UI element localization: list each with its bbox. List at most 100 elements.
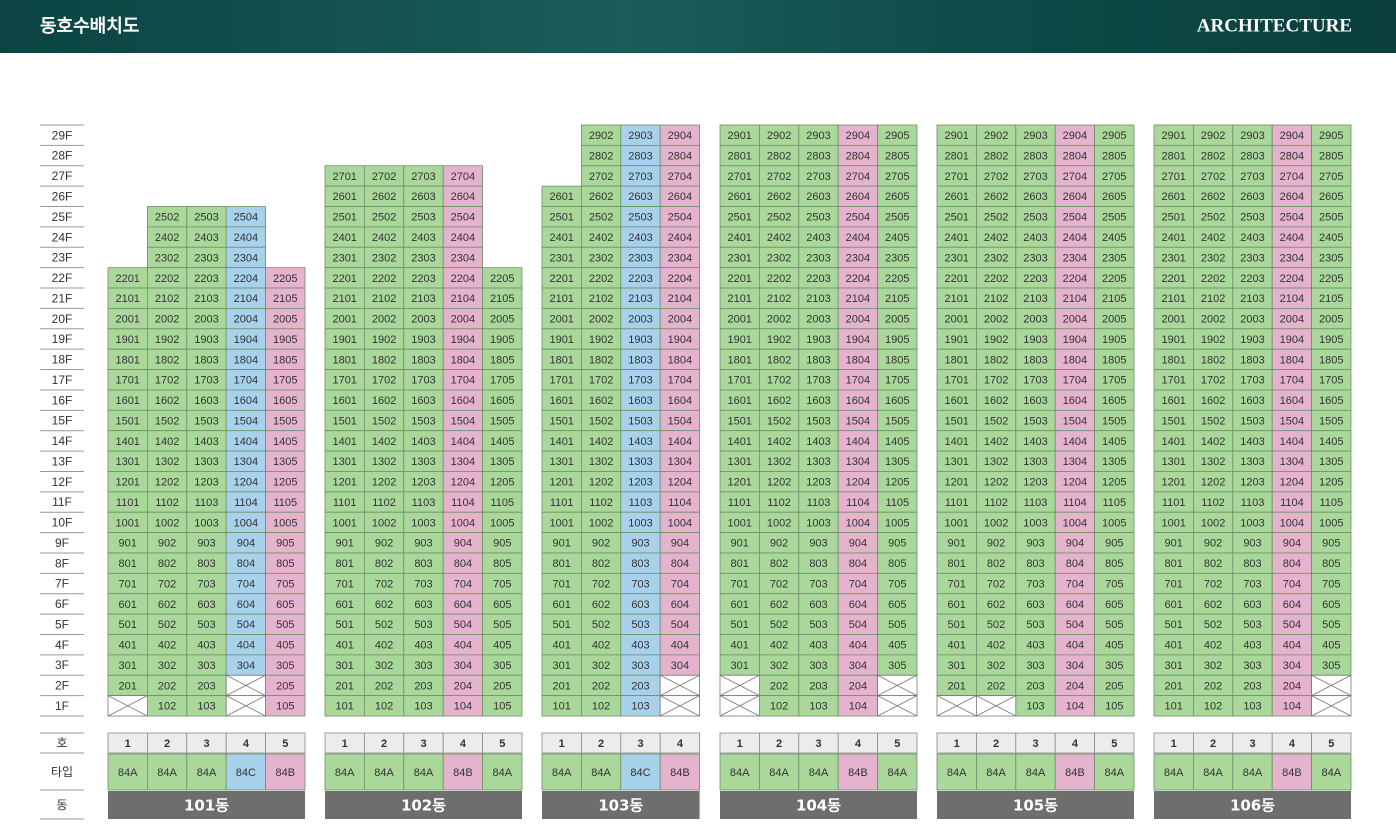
unit-number: 2304 — [1063, 252, 1087, 264]
unit-number: 703 — [631, 578, 649, 590]
unit-number: 2605 — [885, 191, 909, 203]
unit-number: 1203 — [194, 477, 218, 489]
unit-number: 2104 — [234, 293, 258, 305]
unit-number: 2001 — [727, 314, 751, 326]
unit-number: 1403 — [806, 436, 830, 448]
unit-number: 202 — [770, 680, 788, 692]
unit-no: 3 — [1249, 738, 1255, 750]
unit-number: 2902 — [984, 130, 1008, 142]
unit-number: 2501 — [727, 212, 751, 224]
unit-type: 84B — [1282, 767, 1302, 779]
unit-number: 1205 — [1319, 477, 1343, 489]
building-name: 104동 — [796, 797, 841, 815]
unit-number: 2504 — [234, 212, 258, 224]
unit-number: 903 — [1026, 538, 1044, 550]
unit-number: 1603 — [1240, 395, 1264, 407]
unit-number: 1904 — [668, 334, 692, 346]
unit-number: 2301 — [727, 252, 751, 264]
unit-number: 1702 — [984, 375, 1008, 387]
unit-number: 2505 — [885, 212, 909, 224]
unit-number: 2904 — [846, 130, 870, 142]
unit-number: 2901 — [1161, 130, 1185, 142]
cross — [877, 695, 918, 717]
unit-type: 84A — [809, 767, 829, 779]
unit-no-cell — [1094, 732, 1135, 754]
unit-no: 5 — [1328, 738, 1334, 750]
unit-number: 205 — [276, 680, 294, 692]
unit-number: 1705 — [1319, 375, 1343, 387]
unit-number: 2804 — [846, 150, 870, 162]
unit-number: 2103 — [1240, 293, 1264, 305]
floor-label: 16F — [52, 393, 73, 407]
unit-number: 301 — [731, 660, 749, 672]
unit-number: 1704 — [234, 375, 258, 387]
unit-number: 1004 — [1063, 517, 1087, 529]
unit-number: 702 — [375, 578, 393, 590]
unit-number: 2501 — [332, 212, 356, 224]
unit-number: 1102 — [372, 497, 396, 509]
unit-number: 1505 — [273, 415, 297, 427]
unit-number: 1604 — [234, 395, 258, 407]
unit-number: 1303 — [194, 456, 218, 468]
unit-number: 201 — [948, 680, 966, 692]
unit-number: 1602 — [155, 395, 179, 407]
unit-number: 1501 — [332, 415, 356, 427]
unit-number: 2303 — [411, 252, 435, 264]
unit-number: 2103 — [194, 293, 218, 305]
unit-number: 203 — [414, 680, 432, 692]
unit-number: 1403 — [628, 436, 652, 448]
unit-number: 301 — [553, 660, 571, 672]
unit-number: 1504 — [234, 415, 258, 427]
unit-number: 2905 — [1319, 130, 1343, 142]
unit-number: 1804 — [668, 354, 692, 366]
unit-number: 1605 — [1319, 395, 1343, 407]
unit-number: 2902 — [767, 130, 791, 142]
unit-number: 2705 — [1102, 171, 1126, 183]
unit-no: 1 — [1171, 738, 1177, 750]
unit-number: 605 — [493, 599, 511, 611]
unit-number: 1701 — [549, 375, 573, 387]
unit-number: 302 — [987, 660, 1005, 672]
cross — [226, 695, 266, 717]
unit-number: 505 — [1105, 619, 1123, 631]
unit-number: 401 — [731, 640, 749, 652]
unit-number: 1905 — [1319, 334, 1343, 346]
unit-number: 2304 — [668, 252, 692, 264]
floor-label: 7F — [55, 577, 69, 591]
unit-number: 1901 — [727, 334, 751, 346]
unit-number: 2703 — [1240, 171, 1264, 183]
unit-number: 403 — [414, 640, 432, 652]
unit-number: 701 — [336, 578, 354, 590]
building-name: 102동 — [401, 797, 446, 815]
unit-type: 84A — [493, 767, 513, 779]
unit-type: 84A — [552, 767, 572, 779]
unit-number: 903 — [1243, 538, 1261, 550]
unit-number: 2203 — [1023, 273, 1047, 285]
unit-number: 1505 — [1102, 415, 1126, 427]
building-bar — [1154, 791, 1351, 819]
unit-number: 1202 — [984, 477, 1008, 489]
unit-number: 1603 — [411, 395, 435, 407]
unit-number: 1103 — [412, 497, 436, 509]
type-cell — [581, 753, 622, 791]
unit-number: 1402 — [589, 436, 613, 448]
unit-number: 504 — [849, 619, 867, 631]
unit-number: 901 — [731, 538, 749, 550]
unit-number: 1503 — [628, 415, 652, 427]
unit-number: 1403 — [411, 436, 435, 448]
unit-number: 2104 — [1280, 293, 1304, 305]
unit-number: 2405 — [1319, 232, 1343, 244]
unit-number: 403 — [631, 640, 649, 652]
unit-number: 1601 — [332, 395, 356, 407]
type-cell — [146, 753, 188, 791]
unit-number: 2201 — [549, 273, 573, 285]
unit-number: 104 — [1283, 701, 1301, 713]
unit-number: 502 — [1204, 619, 1222, 631]
unit-no: 1 — [737, 738, 743, 750]
unit-number: 2403 — [194, 232, 218, 244]
unit-number: 202 — [375, 680, 393, 692]
unit-number: 1103 — [195, 497, 219, 509]
unit-number: 2402 — [372, 232, 396, 244]
unit-number: 2401 — [727, 232, 751, 244]
unit-number: 2403 — [411, 232, 435, 244]
